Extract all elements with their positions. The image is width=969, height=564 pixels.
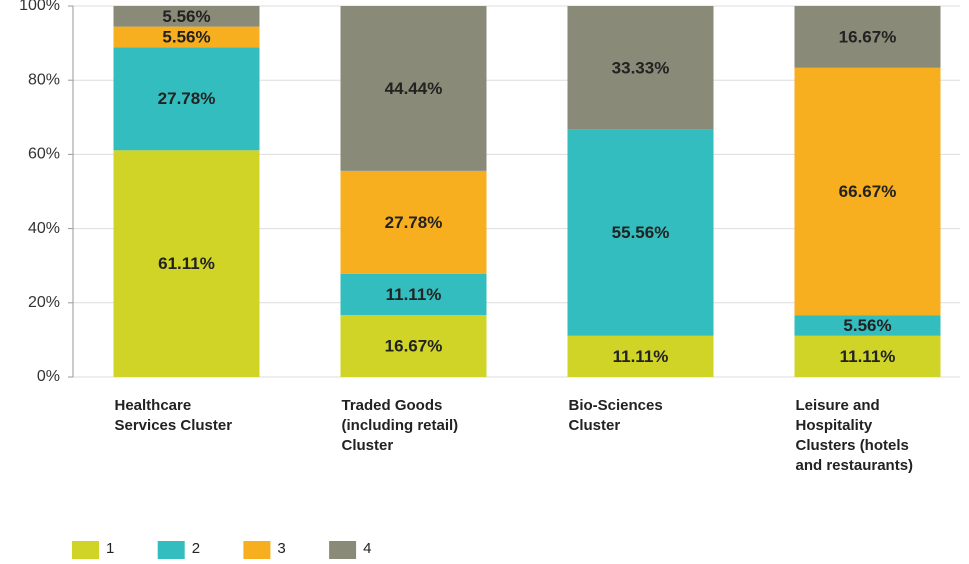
bar-segment bbox=[794, 335, 941, 377]
legend-swatch bbox=[72, 541, 99, 559]
bar-segment bbox=[340, 315, 487, 377]
data-label: 44.44% bbox=[385, 79, 443, 98]
bar-segment bbox=[567, 6, 714, 130]
x-tick-label: Leisure and Hospitality Clusters (hotels… bbox=[795, 397, 914, 474]
data-label: 27.78% bbox=[158, 89, 216, 108]
bar-segment bbox=[113, 26, 260, 48]
bar-segment bbox=[794, 315, 941, 336]
data-label: 11.11% bbox=[840, 347, 896, 366]
bar-segment bbox=[113, 150, 260, 377]
x-tick-label: Traded Goods (including retail) Cluster bbox=[341, 397, 459, 454]
bar-segment bbox=[340, 273, 487, 316]
data-label: 16.67% bbox=[385, 337, 443, 356]
data-label: 5.56% bbox=[162, 7, 210, 26]
y-tick-label: 0% bbox=[37, 368, 60, 385]
data-label: 27.78% bbox=[385, 213, 443, 232]
data-label: 33.33% bbox=[612, 58, 670, 77]
legend-swatch bbox=[329, 541, 357, 559]
bar-segment bbox=[340, 170, 487, 274]
legend-label: 1 bbox=[106, 540, 114, 557]
bar-segment bbox=[567, 335, 714, 377]
data-label: 11.11% bbox=[386, 285, 442, 304]
bar-segment bbox=[567, 129, 714, 336]
data-label: 5.56% bbox=[843, 316, 891, 335]
y-tick-label: 100% bbox=[19, 0, 60, 14]
legend-label: 3 bbox=[277, 540, 285, 557]
data-label: 11.11% bbox=[613, 347, 669, 366]
data-label: 55.56% bbox=[612, 223, 670, 242]
legend-swatch bbox=[243, 541, 271, 559]
legend-label: 4 bbox=[363, 540, 371, 557]
data-label: 16.67% bbox=[839, 27, 897, 46]
data-label: 5.56% bbox=[162, 27, 210, 46]
bar-segment bbox=[113, 5, 260, 27]
x-tick-label: Bio-Sciences Cluster bbox=[568, 397, 663, 434]
bar-segment bbox=[113, 47, 260, 151]
bar-segment bbox=[794, 67, 941, 316]
y-tick-label: 80% bbox=[28, 71, 60, 88]
x-tick-label: Healthcare Services Cluster bbox=[114, 397, 233, 434]
legend-label: 2 bbox=[192, 540, 200, 557]
data-label: 66.67% bbox=[839, 182, 897, 201]
y-tick-label: 20% bbox=[28, 294, 60, 311]
legend-swatch bbox=[157, 541, 185, 559]
y-tick-label: 40% bbox=[28, 220, 60, 237]
y-tick-label: 60% bbox=[28, 146, 60, 163]
bar-segment bbox=[340, 6, 487, 171]
data-label: 61.11% bbox=[158, 254, 215, 273]
bar-segment bbox=[794, 5, 941, 68]
